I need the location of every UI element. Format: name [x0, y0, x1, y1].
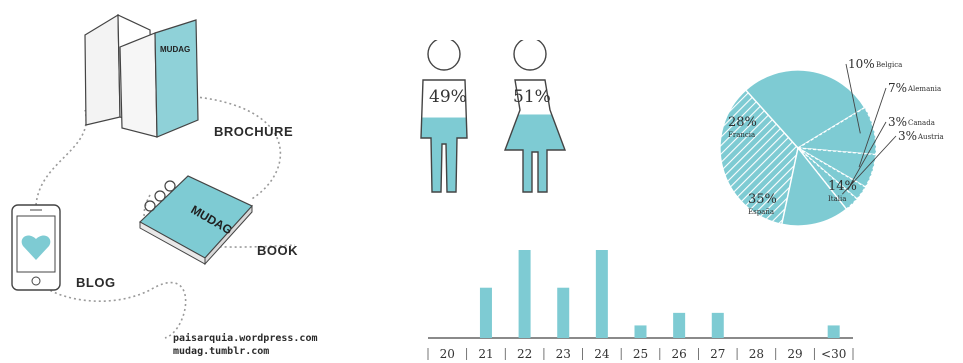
pie-label-name: Austria [917, 133, 944, 141]
pie-label-pct: 3% [888, 115, 907, 129]
bar-21 [479, 287, 492, 338]
phone-icon [11, 204, 61, 291]
heart-icon [21, 235, 51, 260]
bar-tick-label: 27 [710, 347, 725, 361]
male-fill [421, 117, 467, 192]
book-icon: MUDAG [138, 175, 253, 266]
brochure-icon: MUDAG [84, 13, 199, 138]
bar-tick-label: 20 [440, 347, 455, 361]
male-percentage: 49% [429, 87, 467, 107]
bar-22 [518, 250, 531, 338]
male-figure: 49% [420, 40, 468, 193]
pie-label-pct: 3% [898, 129, 917, 143]
pie-label-pct: 10% [848, 57, 875, 71]
pie-label-name: Italia [828, 195, 846, 203]
bar-26 [673, 312, 686, 338]
pie-slice-italia [780, 146, 848, 227]
bar-23 [557, 287, 570, 338]
brochure-brand: MUDAG [160, 45, 190, 54]
gender-figures: 49% 51% [420, 40, 567, 193]
pie-label-name: España [748, 208, 774, 216]
pie-label-pct: 35% [748, 192, 777, 207]
female-percentage: 51% [513, 87, 551, 107]
pie-label-name: Canada [908, 119, 935, 127]
female-figure: 51% [503, 40, 567, 193]
bar-tick-label: <30 [821, 347, 846, 361]
pie-label-pct: 14% [828, 179, 857, 194]
pie-slice-alemania [797, 147, 877, 188]
bar-tick-label: 21 [478, 347, 493, 361]
bar-24 [595, 250, 608, 338]
blog-label: BLOG [76, 275, 116, 290]
brochure-label: BROCHURE [214, 124, 294, 139]
pie-callout-line [858, 87, 887, 168]
pie-callout-line [845, 63, 861, 134]
bar-chart: 20 21 22 23 24 25 26 27 28 29 <30 [427, 250, 854, 361]
pie-label-name: Francia [728, 131, 755, 139]
media-illustration: MUDAG MUDAG [11, 13, 296, 339]
bar-tick-label: 29 [787, 347, 802, 361]
bar-tick-label: 24 [594, 347, 610, 361]
bar-tick-label: 22 [517, 347, 532, 361]
pie-chart: 35%España 28%Francia 10% Belgica 7% Alemania 3… [719, 57, 944, 227]
bar-tick-label: 25 [633, 347, 648, 361]
female-fill [505, 114, 565, 192]
bar-tick-label: 26 [671, 347, 686, 361]
bar-tick-label: 28 [749, 347, 764, 361]
bar-<30 [827, 325, 840, 338]
bar-27 [711, 312, 724, 338]
pie-slice-canada [797, 147, 867, 200]
pie-label-pct: 7% [888, 81, 907, 95]
bar-tick-label: 23 [556, 347, 571, 361]
book-label: BOOK [257, 243, 298, 258]
pie-label-name: Alemania [907, 85, 941, 93]
pie-slice-españa [719, 89, 799, 226]
pie-label-pct: 28% [728, 115, 757, 130]
url-wordpress: paisarquia.wordpress.com [173, 333, 318, 344]
bar-25 [634, 325, 647, 338]
url-tumblr: mudag.tumblr.com [173, 346, 270, 357]
pie-slice-francia [744, 69, 866, 149]
pie-callout-line [849, 121, 887, 186]
pie-callout-line [841, 135, 897, 195]
pie-label-name: Belgica [876, 61, 902, 69]
